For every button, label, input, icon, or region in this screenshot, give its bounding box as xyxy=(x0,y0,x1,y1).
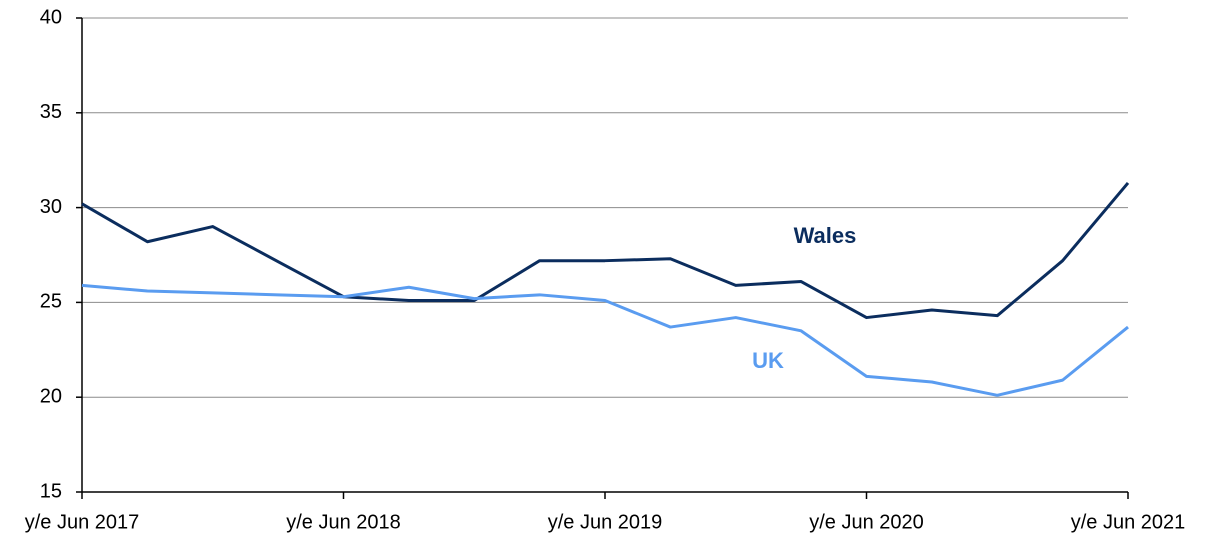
y-tick-label: 40 xyxy=(40,6,62,28)
y-tick-label: 30 xyxy=(40,196,62,218)
x-tick-label: y/e Jun 2017 xyxy=(25,511,140,533)
y-tick-label: 25 xyxy=(40,291,62,313)
series-label: UK xyxy=(752,348,784,373)
y-tick-label: 15 xyxy=(40,480,62,502)
series-label: Wales xyxy=(794,223,857,248)
x-tick-label: y/e Jun 2019 xyxy=(548,511,663,533)
y-tick-label: 35 xyxy=(40,101,62,123)
series-line xyxy=(81,181,1130,320)
y-tick-label: 20 xyxy=(40,385,62,407)
series-line xyxy=(81,283,1129,397)
x-tick-label: y/e Jun 2018 xyxy=(286,511,401,533)
x-tick-label: y/e Jun 2021 xyxy=(1071,511,1186,533)
x-tick-label: y/e Jun 2020 xyxy=(809,511,924,533)
